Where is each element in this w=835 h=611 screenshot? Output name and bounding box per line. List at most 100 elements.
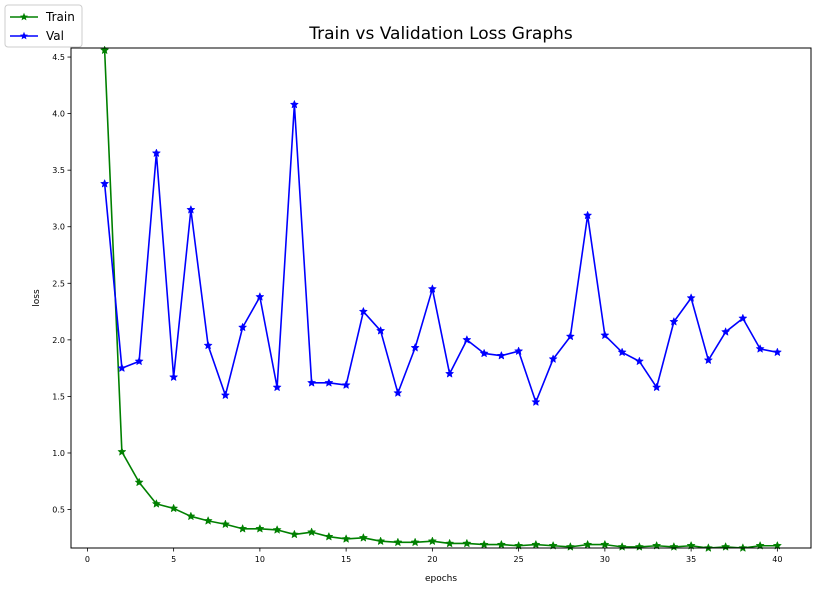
point-train-14 <box>324 531 334 541</box>
point-train-9 <box>238 523 248 533</box>
point-train-16 <box>358 532 368 542</box>
point-val-36 <box>703 355 713 365</box>
point-train-28 <box>565 542 575 551</box>
point-val-34 <box>669 316 679 326</box>
point-val-15 <box>341 380 351 390</box>
point-val-29 <box>583 210 593 220</box>
series-line-val <box>103 103 778 403</box>
point-train-24 <box>496 539 506 549</box>
plot-area <box>70 47 812 549</box>
point-train-31 <box>617 542 627 551</box>
point-val-24 <box>496 350 506 360</box>
point-train-6 <box>186 511 196 521</box>
x-tick-label: 25 <box>514 555 524 564</box>
point-train-17 <box>376 536 386 546</box>
point-val-23 <box>479 348 489 358</box>
series-line-train <box>103 50 778 549</box>
point-val-39 <box>755 344 765 353</box>
point-val-31 <box>617 347 627 357</box>
point-train-15 <box>341 534 351 543</box>
point-val-28 <box>565 331 575 341</box>
point-train-5 <box>169 503 179 513</box>
point-val-26 <box>531 397 541 406</box>
x-axis: 0 5 10 15 20 25 30 35 40 <box>85 548 782 564</box>
point-val-21 <box>445 368 455 378</box>
point-train-11 <box>272 525 282 534</box>
x-tick-label: 15 <box>341 555 351 564</box>
point-val-16 <box>358 306 368 316</box>
point-val-14 <box>324 377 334 387</box>
point-val-18 <box>393 388 403 397</box>
y-tick-label: 2.5 <box>52 279 65 288</box>
x-axis-label: epochs <box>425 574 457 584</box>
point-train-10 <box>255 523 265 533</box>
y-axis: 0.5 1.0 1.5 2.0 2.5 3.0 3.5 4.0 4.5 <box>52 53 71 515</box>
x-tick-label: 40 <box>772 555 782 564</box>
point-val-13 <box>307 377 317 387</box>
y-tick-label: 4.5 <box>52 53 65 62</box>
point-train-30 <box>600 539 610 549</box>
point-train-2 <box>117 447 127 456</box>
x-tick-label: 10 <box>255 555 265 564</box>
legend-label-val: Val <box>46 29 64 43</box>
y-tick-label: 3.5 <box>52 166 65 175</box>
point-train-22 <box>462 538 472 548</box>
chart-title: Train vs Validation Loss Graphs <box>308 24 573 44</box>
y-tick-label: 3.0 <box>52 223 65 232</box>
point-val-17 <box>376 325 386 335</box>
legend-marker-train <box>20 12 28 21</box>
point-val-35 <box>686 293 696 302</box>
x-tick-label: 5 <box>171 555 176 564</box>
point-train-4 <box>151 499 161 508</box>
point-train-3 <box>134 477 144 487</box>
x-tick-label: 0 <box>85 555 90 564</box>
x-tick-label: 30 <box>600 555 610 564</box>
point-val-11 <box>272 382 282 392</box>
point-train-23 <box>479 539 489 549</box>
point-val-27 <box>548 354 558 364</box>
y-tick-label: 1.0 <box>52 449 65 458</box>
point-train-1 <box>100 45 110 55</box>
series-train <box>100 45 782 552</box>
point-val-3 <box>134 356 144 366</box>
point-train-32 <box>634 542 644 551</box>
point-val-37 <box>720 327 731 336</box>
point-train-12 <box>289 529 299 539</box>
point-train-21 <box>445 538 455 548</box>
point-train-7 <box>203 515 213 525</box>
series-layer <box>100 45 782 552</box>
point-val-9 <box>238 322 248 332</box>
point-train-13 <box>307 527 317 537</box>
point-val-1 <box>100 178 110 188</box>
x-tick-label: 35 <box>686 555 696 564</box>
series-val <box>100 99 782 406</box>
point-val-5 <box>169 372 179 382</box>
point-val-22 <box>462 335 472 344</box>
x-tick-label: 20 <box>427 555 437 564</box>
y-tick-label: 0.5 <box>52 506 65 515</box>
legend-label-train: Train <box>45 10 75 24</box>
y-axis-label: loss <box>32 289 42 307</box>
point-val-25 <box>514 346 524 356</box>
point-val-32 <box>634 356 644 366</box>
point-val-33 <box>651 382 662 392</box>
y-tick-label: 4.0 <box>52 110 65 119</box>
point-val-2 <box>117 363 127 373</box>
point-train-20 <box>427 536 437 546</box>
point-val-38 <box>738 313 748 323</box>
point-val-10 <box>255 292 265 301</box>
point-val-30 <box>600 330 610 340</box>
legend-item-val: Val <box>10 29 64 43</box>
y-tick-label: 1.5 <box>52 392 65 401</box>
point-val-40 <box>772 347 782 357</box>
point-val-4 <box>151 148 161 158</box>
point-val-19 <box>410 342 420 352</box>
point-train-37 <box>720 542 731 551</box>
point-train-34 <box>669 542 679 551</box>
legend: Train Val <box>4 4 83 48</box>
point-val-7 <box>203 340 213 350</box>
point-train-8 <box>220 519 231 529</box>
legend-item-train: Train <box>10 10 75 24</box>
point-train-29 <box>583 539 593 549</box>
